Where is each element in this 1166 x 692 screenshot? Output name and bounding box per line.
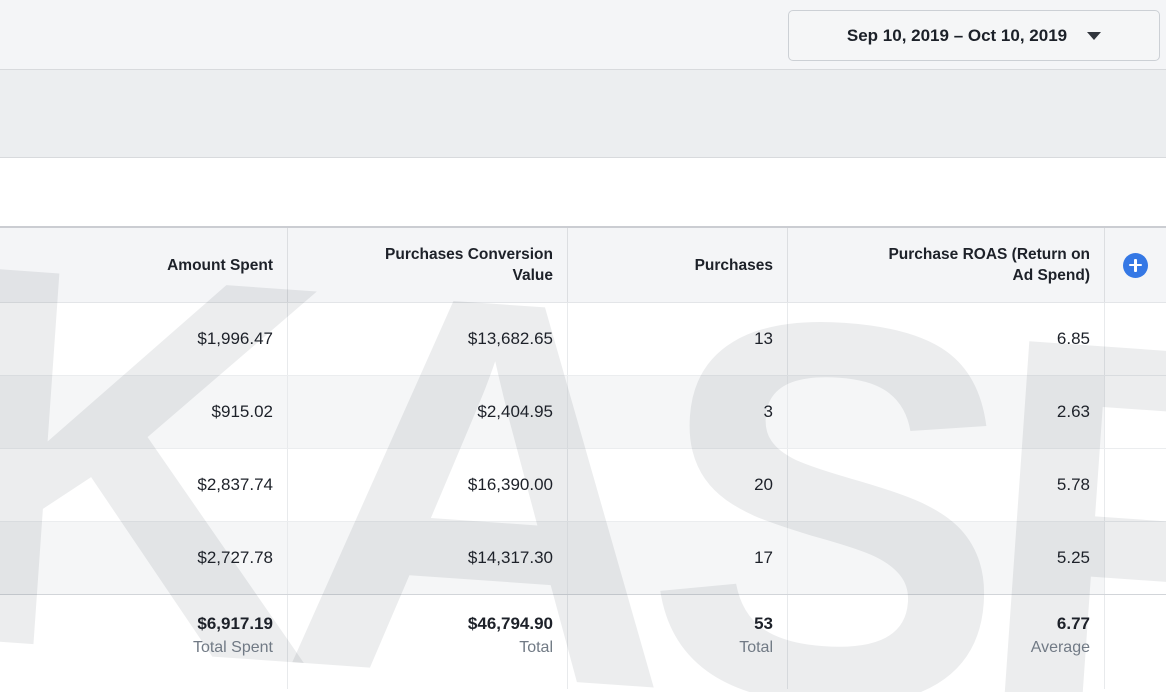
column-header-purchases[interactable]: Purchases [567, 228, 787, 302]
ads-manager-screen: Sep 10, 2019 – Oct 10, 2019 View Setup C… [0, 0, 1166, 692]
cell-purchase-roas: 6.85 [787, 303, 1104, 375]
chevron-down-icon [1087, 32, 1101, 40]
cell-purchases: 20 [567, 449, 787, 521]
table-row: $915.02 $2,404.95 3 2.63 [0, 376, 1166, 449]
total-conversion-value: $46,794.90 Total [287, 595, 567, 689]
cell-conversion-value: $13,682.65 [287, 303, 567, 375]
cell-purchase-roas: 5.25 [787, 522, 1104, 594]
column-header-purchase-roas[interactable]: Purchase ROAS (Return on Ad Spend) [787, 228, 1104, 302]
cell-amount-spent: $915.02 [0, 376, 287, 448]
cell-purchases: 17 [567, 522, 787, 594]
total-amount-spent: $6,917.19 Total Spent [0, 595, 287, 689]
cell-purchase-roas: 5.78 [787, 449, 1104, 521]
cell-amount-spent: $2,837.74 [0, 449, 287, 521]
gutter-cell [1104, 303, 1166, 375]
gutter-cell [1104, 595, 1166, 689]
top-header-band: Sep 10, 2019 – Oct 10, 2019 [0, 0, 1166, 70]
add-column-cell [1104, 228, 1166, 302]
secondary-band [0, 70, 1166, 158]
gutter-cell [1104, 449, 1166, 521]
cell-conversion-value: $2,404.95 [287, 376, 567, 448]
total-purchase-roas: 6.77 Average [787, 595, 1104, 689]
add-column-icon[interactable] [1123, 253, 1148, 278]
cell-purchase-roas: 2.63 [787, 376, 1104, 448]
table-totals-row: $6,917.19 Total Spent $46,794.90 Total 5… [0, 594, 1166, 689]
table-toolbar: View Setup Columns: slat Breakdown Repor… [0, 158, 1166, 226]
cell-amount-spent: $2,727.78 [0, 522, 287, 594]
cell-purchases: 3 [567, 376, 787, 448]
table-row: $2,727.78 $14,317.30 17 5.25 [0, 522, 1166, 595]
cell-conversion-value: $14,317.30 [287, 522, 567, 594]
cell-purchases: 13 [567, 303, 787, 375]
cell-conversion-value: $16,390.00 [287, 449, 567, 521]
date-range-label: Sep 10, 2019 – Oct 10, 2019 [847, 26, 1067, 46]
gutter-cell [1104, 522, 1166, 594]
column-header-amount-spent[interactable]: Amount Spent [0, 228, 287, 302]
cell-amount-spent: $1,996.47 [0, 303, 287, 375]
metrics-table: Amount Spent Purchases Conversion Value … [0, 226, 1166, 689]
date-range-button[interactable]: Sep 10, 2019 – Oct 10, 2019 [788, 10, 1160, 61]
gutter-cell [1104, 376, 1166, 448]
total-purchases: 53 Total [567, 595, 787, 689]
table-header-row: Amount Spent Purchases Conversion Value … [0, 228, 1166, 303]
table-row: $2,837.74 $16,390.00 20 5.78 [0, 449, 1166, 522]
column-header-conversion-value[interactable]: Purchases Conversion Value [287, 228, 567, 302]
table-row: $1,996.47 $13,682.65 13 6.85 [0, 303, 1166, 376]
